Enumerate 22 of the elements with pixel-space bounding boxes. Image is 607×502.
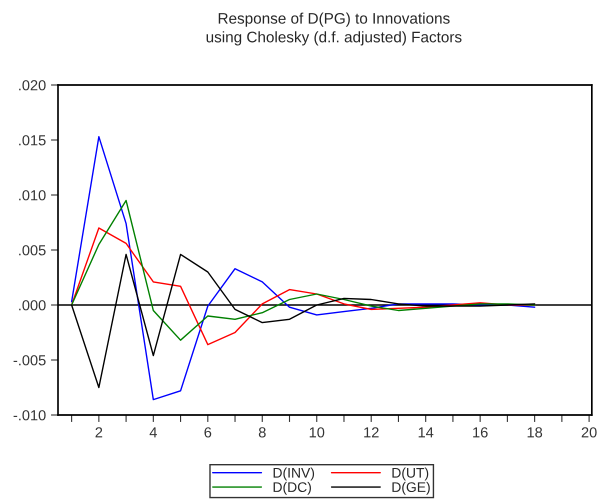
x-tick-label: 16 bbox=[473, 427, 488, 438]
x-tick-label: 4 bbox=[150, 427, 157, 438]
y-tick-label: .005 bbox=[19, 245, 46, 256]
y-tick-label: -.005 bbox=[14, 355, 46, 366]
x-tick-label: 8 bbox=[258, 427, 266, 438]
legend-label: D(GE) bbox=[392, 482, 430, 495]
y-tick-label: -.010 bbox=[14, 410, 46, 420]
y-tick-label: .000 bbox=[19, 300, 46, 310]
legend-label: D(INV) bbox=[274, 468, 314, 480]
x-tick-label: 10 bbox=[310, 427, 324, 438]
x-tick-label: 6 bbox=[204, 427, 212, 438]
y-tick-label: .020 bbox=[19, 80, 46, 90]
x-tick-label: 20 bbox=[582, 427, 597, 438]
legend-label: D(DC) bbox=[274, 482, 311, 495]
x-tick-label: 14 bbox=[418, 427, 434, 438]
y-tick-label: .010 bbox=[19, 190, 46, 200]
legend-label: D(UT) bbox=[392, 468, 428, 480]
chart-title: Response of D(PG) to Innovations using Cholesky (d.f. adjusted) Factors bbox=[206, 12, 462, 46]
x-tick-label: 2 bbox=[96, 427, 102, 438]
x-tick-label: 12 bbox=[364, 427, 379, 438]
x-tick-label: 18 bbox=[528, 427, 542, 438]
y-tick-label: .015 bbox=[19, 135, 46, 146]
